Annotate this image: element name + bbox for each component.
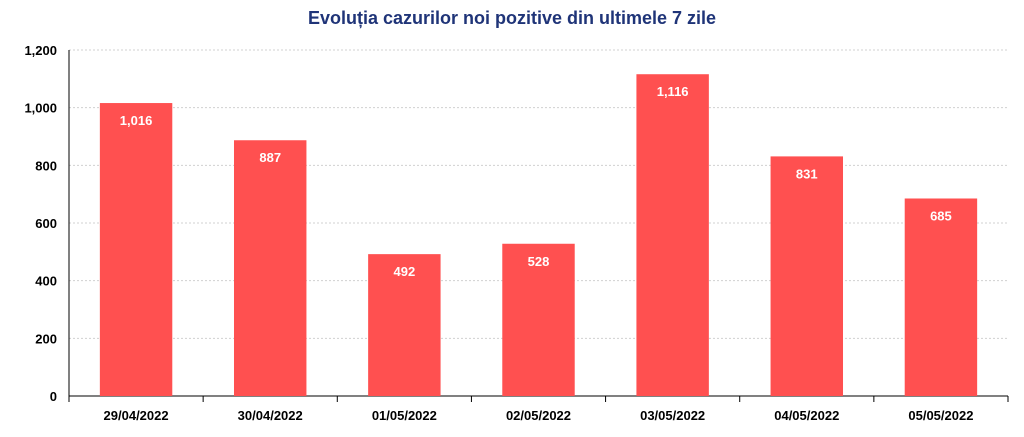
data-label: 528 — [528, 254, 550, 269]
x-tick-label: 02/05/2022 — [506, 408, 571, 423]
x-tick-label: 05/05/2022 — [908, 408, 973, 423]
y-tick-label: 1,000 — [24, 101, 57, 116]
x-tick-label: 30/04/2022 — [238, 408, 303, 423]
y-tick-label: 200 — [35, 331, 57, 346]
data-label: 685 — [930, 208, 952, 223]
data-label: 1,116 — [657, 84, 689, 99]
chart-title: Evoluția cazurilor noi pozitive din ulti… — [307, 8, 717, 28]
data-label: 492 — [394, 264, 416, 279]
bar — [770, 156, 844, 396]
y-tick-label: 400 — [35, 274, 57, 289]
bar — [904, 198, 978, 396]
y-tick-label: 800 — [35, 158, 57, 173]
bar — [368, 254, 441, 396]
data-label: 1,016 — [120, 113, 153, 128]
bar — [636, 74, 709, 396]
bar — [99, 103, 173, 396]
x-tick-label: 01/05/2022 — [372, 408, 437, 423]
data-label: 887 — [259, 150, 281, 165]
y-tick-label: 0 — [50, 389, 57, 404]
y-tick-label: 1,200 — [24, 43, 57, 58]
x-tick-label: 03/05/2022 — [640, 408, 705, 423]
x-tick-label: 04/05/2022 — [774, 408, 839, 423]
bar — [233, 140, 307, 396]
bar — [502, 243, 575, 396]
x-tick-label: 29/04/2022 — [104, 408, 169, 423]
y-tick-label: 600 — [35, 216, 57, 231]
data-label: 831 — [796, 166, 818, 181]
